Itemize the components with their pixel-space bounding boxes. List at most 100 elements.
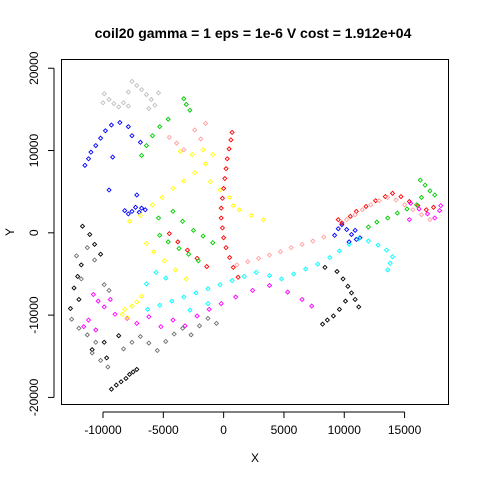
data-point xyxy=(205,300,211,307)
x-tick-label: 15000 xyxy=(388,423,422,437)
data-point xyxy=(155,90,162,96)
data-point xyxy=(176,245,182,252)
data-point xyxy=(401,202,408,208)
data-point xyxy=(75,273,81,280)
data-point xyxy=(134,299,140,305)
data-point xyxy=(181,178,187,184)
data-point xyxy=(336,306,343,312)
data-point xyxy=(142,207,148,213)
data-point xyxy=(157,232,163,238)
data-point xyxy=(346,239,352,245)
data-point xyxy=(335,217,341,223)
data-point xyxy=(123,375,129,382)
y-axis: -20000 -10000 0 10000 20000 xyxy=(27,51,55,416)
data-point xyxy=(226,146,232,152)
data-point xyxy=(138,205,145,211)
x-tick-label: -10000 xyxy=(84,423,122,437)
plot-frame xyxy=(61,59,449,405)
data-point xyxy=(129,208,135,215)
data-point xyxy=(385,215,391,221)
data-point xyxy=(132,204,139,210)
data-point xyxy=(192,127,198,133)
data-point xyxy=(416,206,422,212)
data-point xyxy=(389,190,396,196)
data-point xyxy=(387,260,393,266)
data-point xyxy=(359,207,365,213)
chart-title: coil20 gamma = 1 eps = 1e-6 V cost = 1.9… xyxy=(95,25,412,41)
data-point xyxy=(342,298,349,304)
data-point xyxy=(219,225,226,231)
data-point xyxy=(166,134,172,140)
data-point xyxy=(124,314,130,321)
data-point xyxy=(436,207,443,214)
data-point xyxy=(407,200,414,206)
data-point xyxy=(154,347,160,354)
data-point xyxy=(223,244,229,251)
data-point xyxy=(227,194,233,201)
data-point xyxy=(222,175,228,182)
data-point xyxy=(157,124,163,130)
data-point xyxy=(376,198,382,204)
data-point xyxy=(241,273,247,280)
data-point xyxy=(67,305,74,312)
data-point xyxy=(205,286,211,292)
data-point xyxy=(93,142,99,149)
x-tick-label: -5000 xyxy=(148,423,179,437)
data-point xyxy=(91,257,98,263)
data-point xyxy=(118,379,124,385)
data-point xyxy=(190,227,197,233)
data-point xyxy=(149,202,156,208)
data-point xyxy=(330,313,337,319)
data-point xyxy=(93,327,99,333)
data-point xyxy=(336,248,343,254)
data-point xyxy=(125,211,131,217)
data-point xyxy=(129,133,135,139)
data-point xyxy=(78,262,84,268)
data-point xyxy=(375,242,381,248)
data-point xyxy=(248,212,255,219)
data-point xyxy=(321,234,327,240)
data-point xyxy=(410,207,416,213)
data-point xyxy=(210,152,216,158)
data-point xyxy=(227,254,233,261)
data-point xyxy=(107,296,113,303)
x-tick-label: 0 xyxy=(220,423,227,437)
data-point xyxy=(218,215,224,221)
data-point xyxy=(179,325,186,331)
data-point xyxy=(78,276,84,282)
data-point xyxy=(113,382,119,388)
data-point xyxy=(327,254,333,261)
data-point xyxy=(347,213,353,220)
data-point xyxy=(196,323,203,329)
data-point xyxy=(352,212,358,218)
data-point xyxy=(344,217,350,223)
data-point xyxy=(129,78,135,85)
data-point xyxy=(110,154,116,160)
data-point xyxy=(101,339,107,345)
data-point xyxy=(181,294,187,300)
data-point xyxy=(192,170,198,176)
data-point xyxy=(260,217,267,223)
data-points xyxy=(67,78,444,392)
data-point xyxy=(186,251,192,257)
data-point xyxy=(253,269,259,275)
data-point xyxy=(230,264,236,271)
data-point xyxy=(183,276,189,282)
data-point xyxy=(134,192,140,198)
data-point xyxy=(100,100,106,106)
data-point xyxy=(73,253,80,259)
data-point xyxy=(108,122,115,128)
data-point xyxy=(175,239,181,245)
data-point xyxy=(106,96,112,103)
data-point xyxy=(353,236,359,243)
data-point xyxy=(255,255,262,261)
data-point xyxy=(151,249,157,255)
data-point xyxy=(120,346,127,352)
data-point xyxy=(89,347,95,353)
data-point xyxy=(117,119,123,126)
data-point xyxy=(223,165,229,172)
data-point xyxy=(137,333,144,340)
data-point xyxy=(95,298,101,304)
data-point xyxy=(334,268,340,275)
